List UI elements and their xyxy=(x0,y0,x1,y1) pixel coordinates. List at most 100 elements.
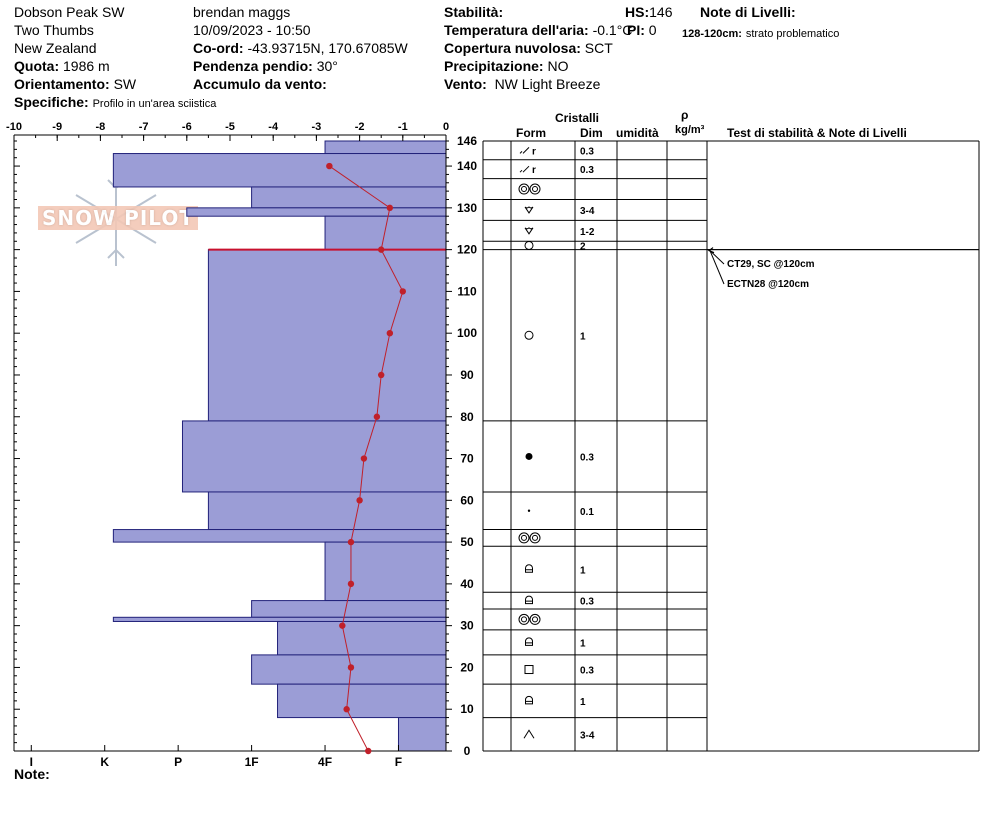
location-name: Dobson Peak SW xyxy=(14,4,125,20)
grain-size-label: 1 xyxy=(580,697,586,708)
melt-freeze-icon xyxy=(518,183,541,195)
top-axis-tick-label: -3 xyxy=(312,121,322,133)
hardness-bar xyxy=(207,491,447,531)
note-livelli-row: 128-120cm: strato problematico xyxy=(682,24,839,43)
height-tick-label: 70 xyxy=(460,452,474,466)
height-tick-label: 50 xyxy=(460,535,474,549)
svg-text:r: r xyxy=(532,165,536,176)
copertura-label: Copertura nuvolosa: xyxy=(444,40,581,56)
rounded-icon xyxy=(524,240,534,250)
top-axis-tick-label: -6 xyxy=(182,121,192,133)
hardness-bars xyxy=(112,140,447,752)
grain-size-label: 1 xyxy=(580,638,586,649)
grain-size-label: 0.3 xyxy=(580,452,594,463)
faceted-rounded-icon xyxy=(525,637,533,646)
grain-size-label: 1-2 xyxy=(580,227,595,238)
snowpilot-watermark: SNOW PILOT xyxy=(38,170,198,270)
temperature-point xyxy=(386,204,394,212)
top-axis-tick-label: -8 xyxy=(96,121,106,133)
grain-size-label: 1 xyxy=(580,331,586,342)
dim-header: Dim xyxy=(580,126,603,140)
vento-row: Vento: NW Light Breeze xyxy=(444,76,600,93)
hand-hardness-label: F xyxy=(395,755,402,769)
temperature-point xyxy=(347,538,355,546)
grain-size-label: 0.1 xyxy=(580,507,594,518)
temp-row: Temperatura dell'aria: -0.1°C xyxy=(444,22,632,39)
hand-hardness-label: P xyxy=(174,755,182,769)
temperature-point xyxy=(347,664,355,671)
surface-hoar-icon xyxy=(524,227,534,235)
height-tick-label: 60 xyxy=(460,493,474,507)
height-tick-label: 0 xyxy=(464,744,471,758)
hardness-bar xyxy=(324,140,447,155)
orientamento-value: SW xyxy=(113,76,137,92)
height-tick-label: 20 xyxy=(460,660,474,674)
height-tick-label: 10 xyxy=(460,702,474,716)
decomposing-icon: r xyxy=(519,165,536,176)
height-tick-label: 80 xyxy=(460,410,474,424)
hand-hardness-label: K xyxy=(100,755,109,769)
grain-size-label: 2 xyxy=(580,241,586,252)
hand-hardness-label: 4F xyxy=(318,755,332,769)
specifiche-label: Specifiche: xyxy=(14,94,89,110)
grain-size-label: 3-4 xyxy=(580,730,595,741)
hardness-bar xyxy=(324,215,447,251)
precip-value: NO xyxy=(547,58,569,74)
height-tick-label: 30 xyxy=(460,619,474,633)
cristalli-header: Cristalli xyxy=(555,111,600,125)
top-axis-tick-label: -7 xyxy=(139,121,149,133)
graupel-icon xyxy=(525,452,533,460)
temperature-point xyxy=(360,455,368,462)
hand-hardness-label: 1F xyxy=(245,755,259,769)
accumulo-label: Accumulo da vento: xyxy=(193,76,327,92)
height-tick-label: 146 xyxy=(457,134,477,148)
height-tick-label: 100 xyxy=(457,326,477,340)
height-tick-label: 90 xyxy=(460,368,474,382)
copertura-row: Copertura nuvolosa: SCT xyxy=(444,40,613,57)
pendenza-value: 30° xyxy=(316,58,338,74)
faceted-rounded-icon xyxy=(525,595,533,605)
density-unit-header: kg/m³ xyxy=(675,124,705,136)
depth-hoar-icon xyxy=(523,729,535,739)
grain-size-label: 3-4 xyxy=(580,206,595,217)
melt-freeze-icon xyxy=(518,532,541,544)
area-name: Two Thumbs xyxy=(14,22,94,38)
temperature-point xyxy=(343,706,350,713)
temperature-point xyxy=(378,246,385,253)
pi-row: PI: 0 xyxy=(627,22,657,39)
form-header: Form xyxy=(516,126,546,140)
precip-row: Precipitazione: NO xyxy=(444,58,568,75)
coord-label: Co-ord: xyxy=(193,40,244,56)
hs-row: HS:146 xyxy=(625,4,672,21)
stability-test-arrow xyxy=(709,250,725,265)
precip-label: Precipitazione: xyxy=(444,58,544,74)
top-axis-tick-label: -5 xyxy=(225,121,235,133)
umidita-header: umidità xyxy=(616,126,659,140)
grain-size-label: 0.3 xyxy=(580,165,594,176)
chart-axes: -10 -9 -8 -7 -6 -5 -4 -3 -2 -1 0I K P 1F 4F F0102030405… xyxy=(6,121,477,769)
temperature-point xyxy=(365,747,372,755)
specifiche-value: Profilo in un'area sciistica xyxy=(92,98,217,110)
faceted-icon xyxy=(524,665,534,675)
arrowhead-icon xyxy=(707,247,715,254)
test-header: Test di stabilità & Note di Livelli xyxy=(727,126,907,140)
height-tick-label: 110 xyxy=(457,284,477,298)
height-tick-label: 130 xyxy=(457,201,477,215)
top-axis-tick-label: -10 xyxy=(6,121,22,133)
temp-value: -0.1°C xyxy=(592,22,633,38)
hardness-bar xyxy=(324,541,447,602)
pi-label: PI: xyxy=(627,22,645,38)
layer-table: 0.3 r 0.3 r 3-4 1-2 2 1 0.3 0.1 1 0.3 1 0.3 1 3-4 CT29, … xyxy=(482,140,980,752)
temperature-point xyxy=(399,288,406,295)
stabilita-label: Stabilità: xyxy=(444,4,504,20)
grain-size-label: 0.3 xyxy=(580,666,594,677)
hardness-bar xyxy=(207,249,447,422)
note-livelli-range: 128-120cm: xyxy=(682,28,742,40)
temperature-point xyxy=(339,622,346,629)
hand-hardness-label: I xyxy=(30,755,33,769)
rounded-icon xyxy=(524,330,534,340)
orientamento-row: Orientamento: SW xyxy=(14,76,136,93)
faceted-rounded-icon xyxy=(525,564,533,573)
grain-size-label: 0.3 xyxy=(580,146,594,157)
